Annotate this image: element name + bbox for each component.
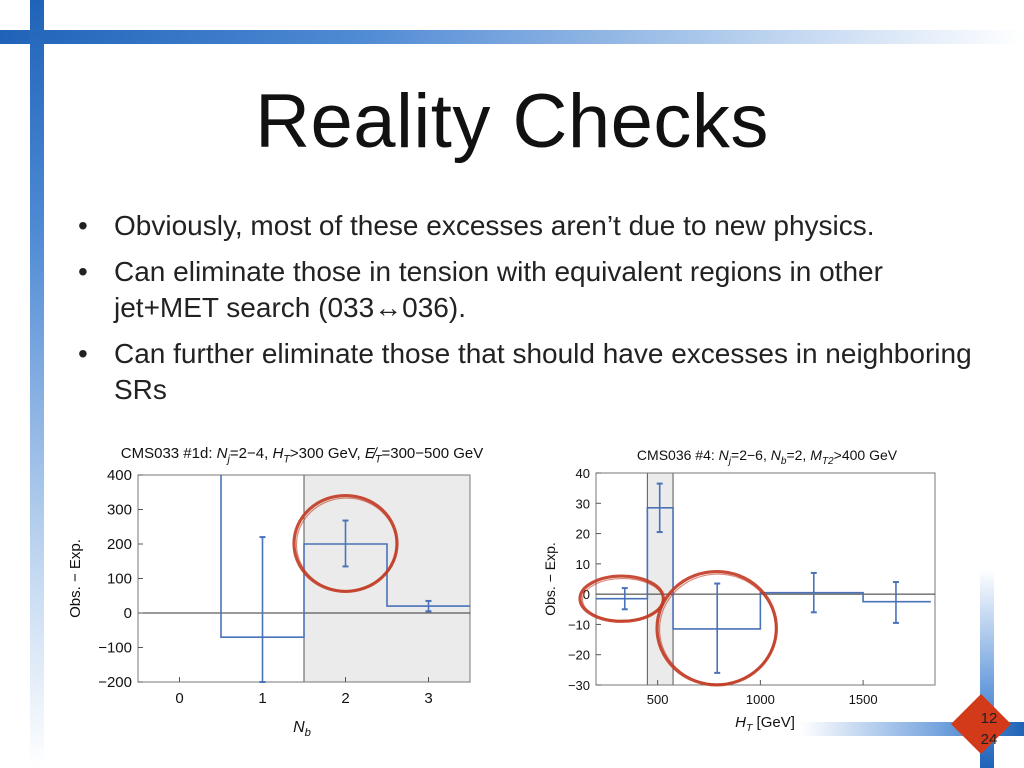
y-tick-label: 400 [107,467,132,484]
y-tick-label: 0 [583,587,590,602]
x-axis-label: Nb [293,719,311,739]
x-tick-label: 500 [647,692,669,707]
title-subscript: T [283,454,291,466]
chart-title: CMS036 #4: Nj=2−6, Nb=2, MT2>400 GeV [637,447,898,467]
y-tick-label: −10 [568,617,590,632]
title-symbol: N [719,447,730,463]
cms036-chart: −30 −20 −10 0 10 20 30 40 500 1000 1500 Obs. − Exp.… [542,447,936,734]
y-tick-label: 10 [576,557,590,572]
title-segment: =2, [786,447,810,463]
slide-title: Reality Checks [255,79,769,164]
title-segment: >300 GeV, [290,445,365,462]
title-segment: =300−500 GeV [381,445,483,462]
title-subscript: j [226,454,231,466]
histogram-steps [596,507,931,630]
y-tick-label: 30 [576,496,590,511]
title-symbol: H [272,445,283,462]
title-symbol: N [771,447,782,463]
page-number-badge: 12 24 [951,694,1011,754]
x-axis-unit: [GeV] [752,714,795,731]
title-segment: CMS033 #1d: [121,445,217,462]
bullet-list: • Obviously, most of these excesses aren’… [78,208,978,418]
highlight-ellipse-inner [295,497,398,592]
title-segment: CMS036 #4: [637,447,719,463]
bullet-text: Can eliminate those in tension with equi… [114,256,883,323]
x-tick-label: 2 [341,690,349,707]
y-tick-label: 200 [107,536,132,553]
x-axis-symbol: H [735,714,746,731]
highlight-ellipse-inner [581,577,664,622]
bullet-item: • Can further eliminate those that should… [78,336,978,408]
y-tick-label: −30 [568,678,590,693]
y-axis-label: Obs. − Exp. [70,539,84,618]
x-axis-subscript: b [305,727,311,739]
x-tick-label: 1500 [849,692,878,707]
x-tick-label: 1000 [746,692,775,707]
title-segment: =2−6, [731,447,771,463]
x-tick-label: 1 [258,690,266,707]
title-subscript: T2 [822,456,834,467]
left-accent-bar [30,0,44,768]
title-symbol: N [217,445,228,462]
y-tick-label: 20 [576,527,590,542]
bullet-dot: • [78,338,88,369]
cms033-chart: −200 −100 0 100 200 300 400 0 1 2 3 Obs. − Exp. Nb CM… [70,445,483,739]
top-accent-bar [0,30,1024,44]
highlight-ellipse-inner [658,573,777,685]
y-axis-label: Obs. − Exp. [542,542,558,616]
title-segment: =2−4, [230,445,273,462]
y-tick-label: 0 [124,605,132,622]
x-tick-label: 0 [175,690,183,707]
page-total: 24 [981,731,998,748]
title-subscript: b [781,456,787,467]
title-subscript: j [727,456,732,467]
title-subscript: T [375,454,383,466]
bullet-dot: • [78,256,88,287]
x-axis-symbol: N [293,719,305,736]
badge-diamond [951,694,1011,754]
bullet-item: • Can eliminate those in tension with equ… [78,254,978,326]
y-tick-label: −100 [98,640,132,657]
x-axis-subscript: T [746,722,754,734]
bullet-text: Can further eliminate those that should … [114,338,972,405]
y-tick-label: 100 [107,571,132,588]
bullet-dot: • [78,210,88,241]
y-tick-label: 300 [107,502,132,519]
x-axis-label: HT [GeV] [735,714,795,734]
plot-frame [595,472,936,686]
y-tick-label: 40 [576,466,590,481]
title-symbol: M [810,447,822,463]
histogram-steps [220,475,470,638]
bullet-item: • Obviously, most of these excesses aren’… [78,208,978,244]
bullet-text: Obviously, most of these excesses aren’t… [114,210,875,241]
x-tick-label: 3 [424,690,432,707]
y-tick-label: −200 [98,674,132,691]
chart-title: CMS033 #1d: Nj=2−4, HT>300 GeV, E̸T=300−… [121,445,483,466]
page-number: 12 [981,710,998,727]
title-segment: >400 GeV [834,447,898,463]
y-tick-label: −20 [568,648,590,663]
